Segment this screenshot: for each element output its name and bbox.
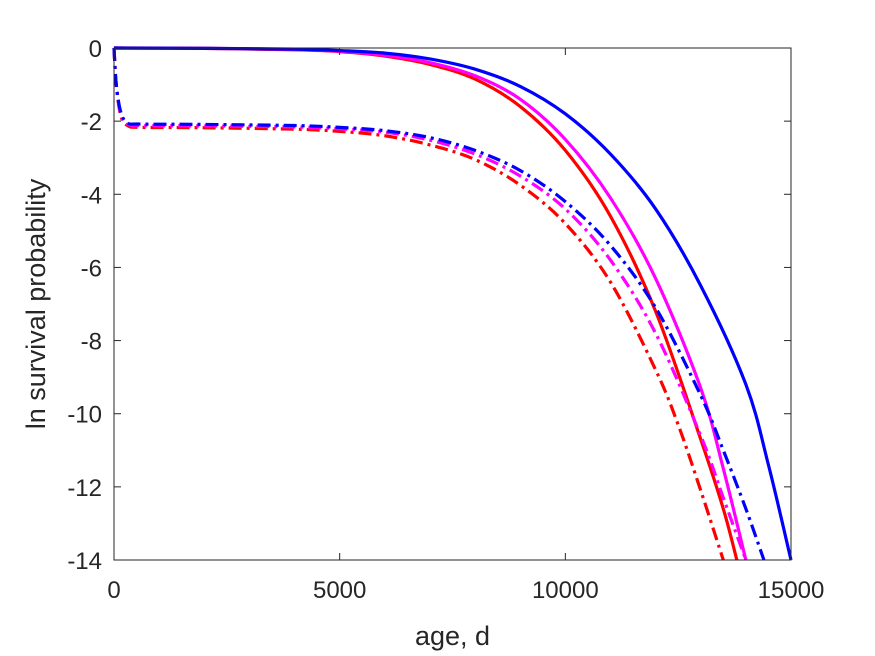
y-tick-label: -6 [81, 255, 102, 282]
x-axis-ticks: 0 5000 10000 15000 [107, 48, 824, 604]
y-tick-label: -8 [81, 329, 102, 356]
x-tick-label: 15000 [758, 577, 825, 604]
y-axis-ticks: 0 -2 -4 -6 -8 -10 -12 -14 [67, 36, 791, 575]
x-tick-label: 0 [107, 577, 120, 604]
y-axis-label: ln survival probability [21, 178, 51, 429]
y-tick-label: -4 [81, 182, 102, 209]
x-tick-label: 5000 [313, 577, 366, 604]
x-tick-label: 10000 [532, 577, 599, 604]
plot-area [114, 48, 791, 560]
y-tick-label: -14 [67, 548, 102, 575]
y-tick-label: 0 [89, 36, 102, 63]
axes-box [113, 47, 792, 561]
x-axis-label: age, d [415, 621, 490, 651]
series-layer [112, 46, 793, 561]
y-tick-label: -10 [67, 402, 102, 429]
series-line-3 [113, 46, 793, 561]
y-tick-label: -12 [67, 475, 102, 502]
y-tick-label: -2 [81, 109, 102, 136]
